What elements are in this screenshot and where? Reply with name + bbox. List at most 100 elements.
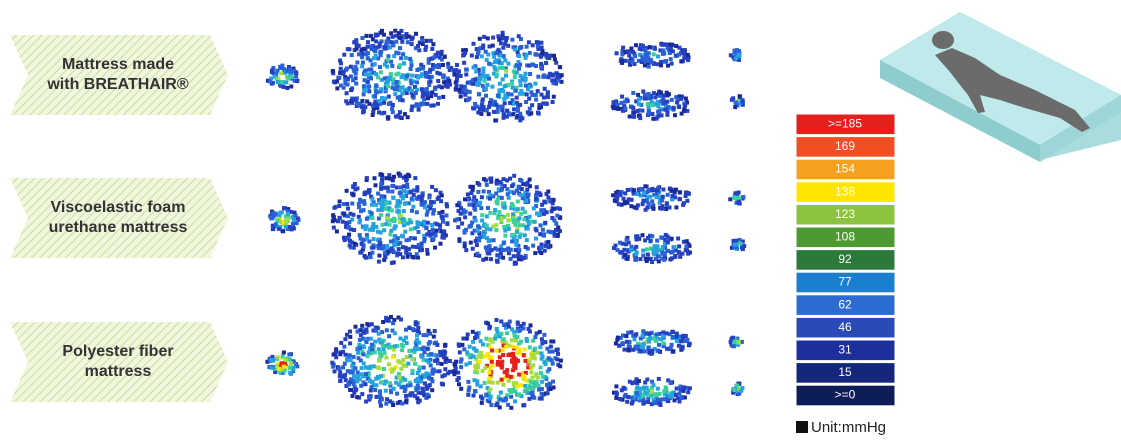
pressure-cell (424, 371, 429, 376)
pressure-cell (645, 205, 650, 210)
pressure-cell (371, 70, 376, 75)
pressure-cell (470, 220, 475, 225)
pressure-cell (364, 372, 368, 376)
pressure-cell (405, 182, 410, 187)
pressure-cell (641, 400, 646, 405)
pressure-cell (516, 251, 521, 256)
pressure-cell (457, 350, 462, 355)
pressure-cell (487, 190, 491, 194)
pressure-cell (667, 42, 672, 47)
pressure-cell (344, 99, 349, 104)
pressure-cell (518, 79, 523, 83)
pressure-cell (396, 113, 401, 118)
pressure-cell (513, 88, 518, 93)
pressure-cell (734, 200, 739, 205)
pressure-cell (359, 199, 364, 204)
pressure-cell (438, 223, 442, 228)
pressure-cell (396, 80, 401, 85)
pressure-cell (371, 237, 376, 242)
pressure-cell (490, 363, 495, 368)
pressure-cell (444, 202, 449, 207)
pressure-cell (463, 215, 468, 220)
pressure-cell (546, 240, 551, 244)
pressure-cell (510, 344, 515, 349)
pressure-cell (666, 92, 671, 97)
pressure-cell (492, 99, 497, 104)
pressure-cell (677, 334, 682, 339)
pressure-cell (402, 112, 407, 117)
pressure-cell (406, 383, 410, 388)
row-label: with BREATHAIR® (46, 76, 188, 93)
pressure-cell (516, 34, 521, 39)
pressure-cell (629, 187, 634, 192)
pressure-cell (412, 236, 417, 241)
pressure-cell (387, 222, 392, 227)
pressure-cell (377, 110, 382, 115)
pressure-cell (378, 101, 383, 106)
pressure-cell (650, 112, 655, 117)
pressure-cell (382, 62, 387, 67)
pressure-cell (371, 56, 376, 61)
pressure-cell (548, 53, 552, 58)
pressure-cell (275, 80, 280, 84)
pressure-cell (361, 84, 366, 89)
pressure-cell (343, 67, 348, 72)
pressure-cell (404, 327, 408, 332)
pressure-cell (507, 343, 512, 348)
pressure-cell (501, 177, 506, 182)
pressure-cell (742, 244, 747, 248)
pressure-cell (534, 236, 538, 241)
pressure-cell (641, 89, 646, 94)
pressure-cell (400, 401, 405, 406)
pressure-cell (677, 45, 682, 50)
pressure-cell (396, 171, 401, 176)
pressure-cell (404, 341, 409, 346)
pressure-cell (495, 380, 500, 385)
pressure-cell (537, 329, 542, 334)
pressure-cell (453, 86, 458, 91)
pressure-cell (639, 187, 643, 191)
pressure-cell (378, 340, 383, 345)
pressure-cell (659, 235, 664, 240)
pressure-cell (638, 398, 643, 403)
pressure-cell (732, 50, 737, 55)
pressure-cell (386, 345, 391, 350)
pressure-cell (555, 357, 560, 362)
pressure-cell (389, 31, 394, 36)
pressure-cell (473, 207, 478, 212)
pressure-cell (511, 112, 516, 117)
pressure-cell (655, 188, 660, 193)
pressure-cell (628, 62, 633, 67)
pressure-cell (644, 58, 649, 63)
pressure-cell (545, 90, 550, 95)
pressure-cell (343, 75, 348, 80)
pressure-cell (331, 362, 336, 367)
pressure-cell (487, 104, 491, 109)
pressure-cell (455, 63, 459, 67)
pressure-cell (278, 84, 283, 88)
pressure-cell (487, 380, 492, 385)
pressure-cell (736, 201, 741, 206)
pressure-cell (413, 394, 418, 399)
pressure-cell (441, 63, 445, 67)
pressure-cell (402, 189, 406, 193)
pressure-cell (513, 389, 518, 394)
pressure-cell (524, 337, 529, 341)
pressure-cell (420, 72, 424, 77)
pressure-cell (473, 77, 478, 82)
pressure-cell (292, 217, 296, 222)
pressure-cell (446, 64, 451, 69)
pressure-cell (482, 34, 487, 39)
pressure-cell (382, 194, 387, 199)
pressure-cell (394, 380, 399, 385)
pressure-cell (660, 194, 665, 199)
pressure-cell (391, 367, 396, 372)
pressure-cell (384, 355, 389, 360)
pressure-cell (351, 67, 356, 72)
pressure-cell (388, 367, 393, 372)
pressure-cell (358, 250, 363, 255)
pressure-cell (526, 84, 531, 89)
pressure-cell (415, 383, 420, 388)
pressure-cell (651, 61, 656, 66)
pressure-cell (670, 256, 675, 261)
